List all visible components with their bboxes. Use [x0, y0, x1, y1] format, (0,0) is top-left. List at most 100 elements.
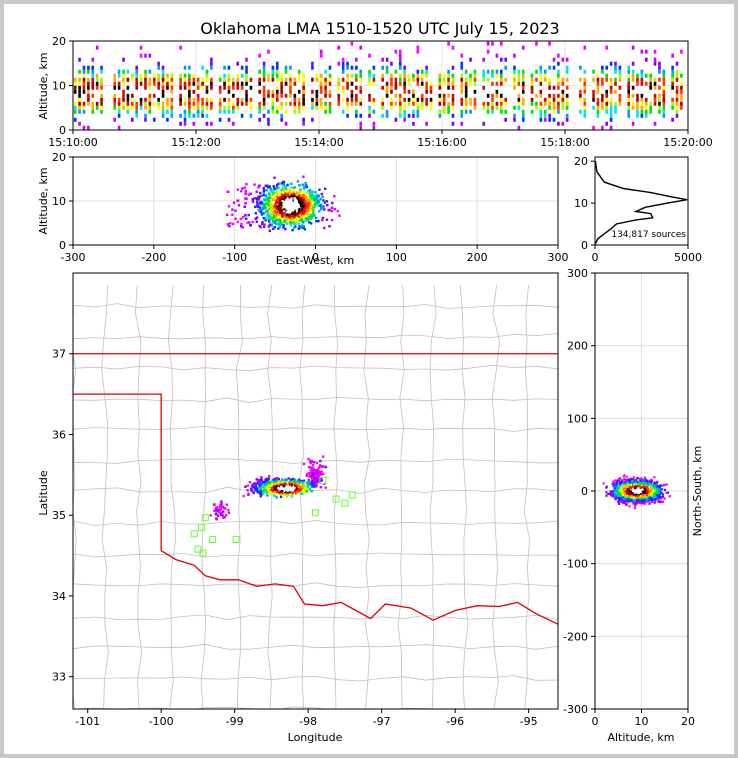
- lma-source-bin: [609, 113, 613, 118]
- plan-source-point: [291, 477, 295, 481]
- lma-source-bin: [464, 77, 468, 82]
- ew-source-point: [277, 227, 280, 230]
- ew-source-point: [278, 225, 281, 228]
- lma-source-bin: [275, 97, 279, 102]
- lma-source-bin: [131, 93, 134, 98]
- ew-source-point: [259, 203, 262, 206]
- lma-source-bin: [517, 89, 521, 94]
- lma-source-bin: [372, 97, 376, 102]
- ew-source-point: [308, 215, 311, 218]
- lma-source-bin: [513, 89, 516, 94]
- lma-source-bin: [201, 105, 204, 110]
- lma-source-bin: [482, 77, 486, 82]
- lma-source-bin: [557, 73, 560, 78]
- lma-source-bin: [245, 81, 248, 86]
- ew-source-point: [336, 209, 339, 213]
- ew-source-point: [272, 198, 275, 202]
- lma-source-bin: [425, 101, 428, 106]
- lma-source-bin: [486, 77, 490, 82]
- ew-source-point: [273, 210, 277, 213]
- lma-source-bin: [152, 77, 156, 82]
- lma-source-bin: [390, 81, 393, 86]
- lma-source-bin: [671, 81, 674, 86]
- lma-source-bin: [183, 85, 187, 90]
- lma-source-bin: [359, 85, 363, 90]
- lma-source-bin: [157, 77, 160, 82]
- lma-source-bin: [328, 73, 332, 78]
- lma-source-bin: [438, 101, 442, 106]
- ew-source-point: [261, 221, 264, 224]
- lma-source-bin: [372, 93, 376, 98]
- ew-source-point: [268, 214, 271, 217]
- lma-source-bin: [407, 77, 411, 82]
- lma-source-bin: [579, 89, 582, 94]
- ew-source-point: [304, 192, 307, 195]
- lma-source-bin: [262, 101, 266, 106]
- lma-source-bin: [530, 101, 534, 106]
- plan-source-point: [246, 484, 249, 487]
- ew-source-point: [285, 190, 288, 193]
- ew-source-point: [301, 203, 304, 206]
- lma-source-bin: [227, 101, 231, 106]
- ew-source-point: [291, 206, 295, 209]
- ew-source-point: [280, 212, 284, 215]
- ew-source-point: [281, 191, 284, 194]
- lma-source-bin: [561, 81, 565, 86]
- lma-source-bin: [412, 89, 415, 94]
- lma-source-bin: [631, 77, 635, 82]
- lma-source-bin: [210, 101, 213, 106]
- lma-source-bin: [539, 69, 543, 74]
- lma-source-bin: [297, 73, 301, 78]
- lma-source-bin: [188, 65, 191, 70]
- ew-source-point: [292, 218, 295, 222]
- county-boundary: [73, 706, 558, 709]
- lma-source-bin: [381, 81, 384, 86]
- lma-source-bin: [113, 117, 117, 122]
- ew-source-point: [311, 190, 314, 193]
- lma-source-bin: [420, 81, 424, 86]
- lma-source-bin: [201, 65, 204, 70]
- ew-source-point: [289, 224, 292, 227]
- ew-source-point: [259, 210, 262, 213]
- ew-source-point: [274, 203, 278, 206]
- ew-source-point: [286, 207, 289, 211]
- county-boundary: [298, 285, 305, 709]
- lma-source-bin: [473, 85, 477, 90]
- lma-source-bin: [196, 97, 200, 102]
- lma-source-bin: [500, 73, 503, 78]
- ew-source-point: [272, 220, 275, 223]
- lma-source-bin: [319, 81, 323, 86]
- lma-source-bin: [236, 81, 240, 86]
- lma-source-bin: [403, 73, 406, 78]
- lma-source-bin: [416, 85, 420, 90]
- lma-source-bin: [372, 121, 376, 126]
- ew-source-point: [319, 203, 323, 206]
- lma-source-bin: [122, 57, 125, 62]
- lma-source-bin: [513, 113, 516, 118]
- county-boundary: [363, 285, 371, 709]
- ew-source-point: [239, 217, 242, 221]
- lma-source-bin: [592, 105, 595, 110]
- lma-source-bin: [350, 89, 354, 94]
- lma-source-bin: [157, 81, 160, 86]
- lma-source-bin: [258, 81, 261, 86]
- lma-source-bin: [521, 93, 525, 98]
- lma-source-bin: [337, 93, 341, 98]
- lma-source-bin: [513, 117, 516, 122]
- lma-source-bin: [328, 85, 332, 90]
- count-axis-tick-label: 5000: [674, 251, 702, 264]
- lma-source-bin: [82, 97, 86, 102]
- ew-source-point: [284, 193, 287, 196]
- lma-source-bin: [152, 85, 156, 90]
- ew-source-point: [316, 195, 319, 198]
- lma-source-bin: [535, 69, 538, 74]
- lma-source-bin: [425, 73, 428, 78]
- lma-source-bin: [412, 97, 415, 102]
- lma-source-bin: [407, 81, 411, 86]
- lma-source-bin: [73, 117, 77, 122]
- ew-axis-tick-label: 300: [548, 251, 569, 264]
- lma-source-bin: [671, 93, 674, 98]
- lma-source-bin: [337, 45, 341, 50]
- ew-source-point: [317, 199, 320, 202]
- ew-source-point: [281, 199, 284, 203]
